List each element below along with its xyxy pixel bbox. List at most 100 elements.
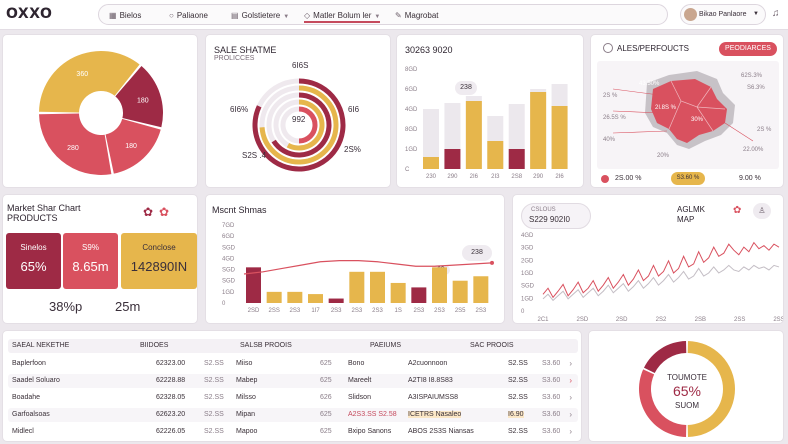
table-cell: 62623.20	[156, 411, 186, 418]
nav-item-3[interactable]: ▤ Golstietere ▼	[231, 8, 289, 23]
donut-chart: 360 180 180 280	[39, 51, 163, 175]
table-cell: 625	[320, 428, 332, 435]
kpi-card-1[interactable]: Sinelos 65%	[6, 233, 61, 289]
x-tick: 2S3	[475, 308, 486, 314]
leader-line	[612, 110, 662, 114]
chevron-right-icon[interactable]: ›	[569, 393, 572, 402]
table-cell: S3.60	[542, 377, 561, 384]
radial-card: SALE SHATME PROLICCES 6I6S 6I6% 992 6I6 …	[205, 34, 391, 188]
x-tick: 2S8	[511, 174, 522, 180]
gauge-line-1: TOUMOTE	[667, 373, 707, 382]
chevron-right-icon[interactable]: ›	[569, 410, 572, 419]
column-header[interactable]: BIIDOES	[140, 342, 169, 349]
table-row[interactable]: Baplerfoon 62323.00 S2.SS Miiso 625 Bono A2cuo…	[8, 357, 578, 371]
main-nav: ▦ Bielos ○ Paliaone ▤ Golstietere ▼ ◇ Matler …	[98, 4, 668, 25]
table-cell: I6.90	[508, 411, 524, 418]
bell-icon[interactable]: ♫	[772, 8, 780, 19]
chevron-down-icon: ▼	[283, 14, 290, 20]
bar-front	[508, 149, 525, 169]
chevron-right-icon[interactable]: ›	[569, 427, 572, 436]
y-tick: 1GD	[521, 271, 534, 277]
x-tick: 2SB	[695, 317, 706, 323]
table-cell: 62228.88	[156, 377, 186, 384]
kpi-value: 8.65m	[72, 259, 109, 274]
table-cell: Bxipo Sanons	[348, 428, 392, 435]
line-card: CSLOUS S229 902I0 AGLMK MAP ✿ ♙ 4GD 3GD 2G…	[512, 194, 784, 324]
gauge-line-3: SUOM	[675, 401, 699, 410]
column-header[interactable]: SAC PROOIS	[470, 342, 514, 349]
app-logo[interactable]: OXXO	[6, 6, 53, 22]
table-row[interactable]: Saadel Soluaro 62228.88 S2.SS Mabep 625 Maree…	[8, 374, 578, 388]
map-label: 62S.3%	[741, 73, 763, 79]
x-tick: 2S2	[656, 317, 667, 323]
shield-icon: ◇	[304, 11, 311, 20]
nav-item-4[interactable]: ◇ Matler Bolum ler ▼	[304, 8, 381, 23]
table-cell: S2.SS	[508, 428, 528, 435]
kpi-value: 65%	[20, 259, 47, 274]
products-button[interactable]: PEODIARCES	[719, 42, 777, 56]
line-card-label: CSLOUS	[531, 207, 556, 213]
x-tick: 290	[447, 174, 458, 180]
map-footer-left: 2S.00 %	[615, 175, 642, 182]
y-tick: SGD	[521, 284, 535, 290]
map-label: 2S %	[757, 127, 772, 133]
nav-item-5[interactable]: ✎ Magrobat	[395, 8, 439, 23]
bar-front	[530, 92, 547, 169]
donut-slice	[115, 66, 163, 128]
region-lines	[668, 80, 726, 132]
nav-label: Magrobat	[404, 11, 439, 20]
radial-subtitle: PROLICCES	[214, 55, 255, 62]
flower-icon[interactable]: ✿	[733, 205, 742, 216]
y-tick: 8GD	[405, 67, 418, 73]
x-tick: 2S3	[372, 308, 383, 314]
flower-icon: ✿	[159, 205, 170, 219]
bar-title: 30263 9020	[405, 45, 453, 55]
column-header[interactable]: SALSB PROOIS	[240, 342, 292, 349]
y-tick: 6GD	[222, 234, 235, 240]
radio-icon[interactable]	[603, 43, 613, 53]
x-tick: 2SD	[576, 317, 588, 323]
nav-label: Matler Bolum ler	[313, 11, 372, 20]
grid-icon: ▦	[109, 11, 117, 20]
column-header[interactable]: PAEIUMS	[370, 342, 401, 349]
top-bar: OXXO ▦ Bielos ○ Paliaone ▤ Golstietere ▼ ◇ Ma…	[0, 0, 788, 30]
radial-label-center: 992	[292, 115, 306, 124]
market-footer-b: 25m	[115, 299, 141, 314]
table-cell: Mareelt	[348, 377, 372, 384]
map-area[interactable]: 43.50% 2I.8S % 30% 26.5S % 40% 2S % 62S.…	[597, 61, 779, 169]
table-row[interactable]: Boadahe 62328.05 S2.SS Milsso 626 Slidson A3IS…	[8, 391, 578, 405]
table-cell: 626	[320, 394, 332, 401]
user-menu[interactable]: Bikao Panlaore ▼	[680, 4, 766, 25]
combo-bar	[432, 267, 447, 303]
kpi-card-2[interactable]: S9% 8.65m	[63, 233, 118, 289]
figure-icon[interactable]: ♙	[753, 203, 771, 219]
bar-badge: 238	[455, 81, 477, 95]
column-header[interactable]: SAEAL NEKETHE	[12, 342, 70, 349]
kpi-value: 142890IN	[130, 259, 188, 274]
nav-label: Golstietere	[241, 11, 281, 20]
radial-chart	[252, 78, 346, 172]
chevron-right-icon[interactable]: ›	[569, 376, 572, 385]
nav-item-2[interactable]: ○ Paliaone	[169, 8, 208, 23]
kpi-card-3[interactable]: Conclose 142890IN	[121, 233, 197, 289]
market-title: Market Shar Chart	[7, 203, 81, 213]
combo-title: Mscnt Shmas	[212, 205, 267, 215]
table-row[interactable]: Midlecl 62226.05 S2.SS Mapoo 625 Bxipo Sanons…	[8, 425, 578, 439]
y-tick: 7GD	[222, 223, 235, 229]
chevron-right-icon[interactable]: ›	[569, 359, 572, 368]
ring-arc	[252, 78, 346, 172]
map-card: ALES/PERFOUCTS PEODIARCES 43.50% 2I.8S %…	[590, 34, 784, 188]
nav-item-1[interactable]: ▦ Bielos	[109, 8, 141, 23]
table-cell: Slidson	[348, 394, 371, 401]
table-cell: S2.SS	[508, 377, 528, 384]
y-tick: 1GD	[521, 296, 534, 302]
y-tick: 0	[222, 301, 226, 307]
combo-bar	[246, 267, 261, 303]
table-row[interactable]: Garfoalsoas 62623.20 S2.SS Mipan 625 A2S3.SS …	[8, 408, 578, 422]
combo-bar	[328, 298, 344, 303]
x-tick: 230	[426, 174, 437, 180]
combo-bar	[266, 291, 282, 303]
leader-line	[612, 130, 668, 134]
market-footer-a: 38%p	[49, 299, 83, 314]
kpi-label: Sinelos	[20, 243, 47, 252]
